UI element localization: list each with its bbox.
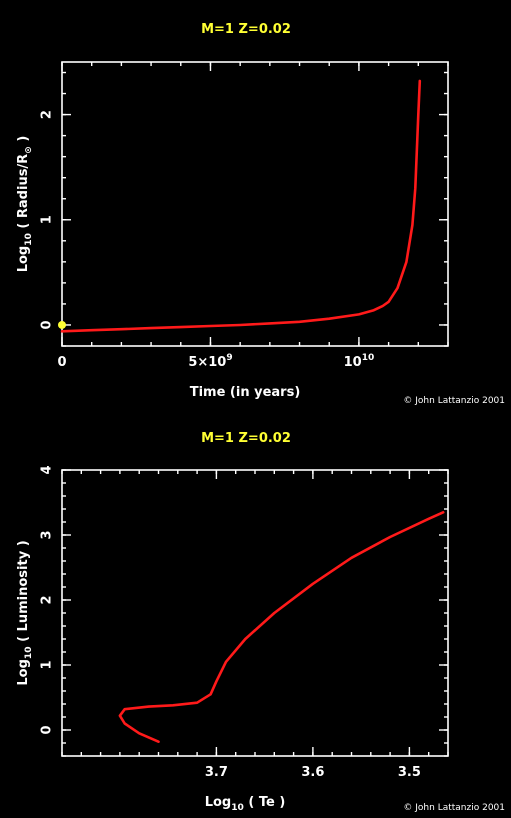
y-tick-label: 0 bbox=[40, 320, 55, 329]
x-tick-label: 3.5 bbox=[398, 765, 421, 780]
plot-frame bbox=[61, 61, 449, 347]
y-axis-label: Log10 ( Luminosity ) bbox=[16, 540, 34, 685]
y-tick-label: 2 bbox=[40, 110, 55, 119]
x-tick-label: 5×109 bbox=[188, 353, 232, 370]
y-tick-label: 1 bbox=[40, 215, 55, 224]
x-axis-label: Time (in years) bbox=[190, 385, 301, 400]
y-tick-label: 0 bbox=[40, 725, 55, 734]
chart-title: M=1 Z=0.02 bbox=[201, 22, 291, 37]
series-line-1 bbox=[60, 79, 422, 333]
credit-text: © John Lattanzio 2001 bbox=[403, 396, 505, 406]
y-axis-label: Log10 ( Radius/R⊙ ) bbox=[16, 136, 34, 273]
x-tick-label: 0 bbox=[57, 355, 66, 370]
y-tick-label: 4 bbox=[40, 465, 55, 474]
chart-panel-1: M=1 Z=0.02 0 5×109 1010 0 1 2 Time (in years) Lo… bbox=[16, 22, 505, 406]
y-tick-label: 2 bbox=[40, 595, 55, 604]
x-tick-label: 3.7 bbox=[205, 765, 228, 780]
plot-frame bbox=[61, 469, 449, 757]
y-tick-label: 3 bbox=[40, 530, 55, 539]
y-tick-label: 1 bbox=[40, 660, 55, 669]
x-axis-label: Log10 ( Te ) bbox=[205, 795, 286, 813]
chart-panel-2: M=1 Z=0.02 3.7 3.6 3.5 0 1 2 3 4 Log10 ( Te ) Log1… bbox=[16, 431, 505, 813]
chart-title: M=1 Z=0.02 bbox=[201, 431, 291, 446]
sun-marker bbox=[58, 320, 66, 329]
x-tick-label: 1010 bbox=[344, 353, 375, 370]
series-line-1 bbox=[118, 510, 445, 743]
x-tick-label: 3.6 bbox=[301, 765, 324, 780]
credit-text: © John Lattanzio 2001 bbox=[403, 803, 505, 813]
